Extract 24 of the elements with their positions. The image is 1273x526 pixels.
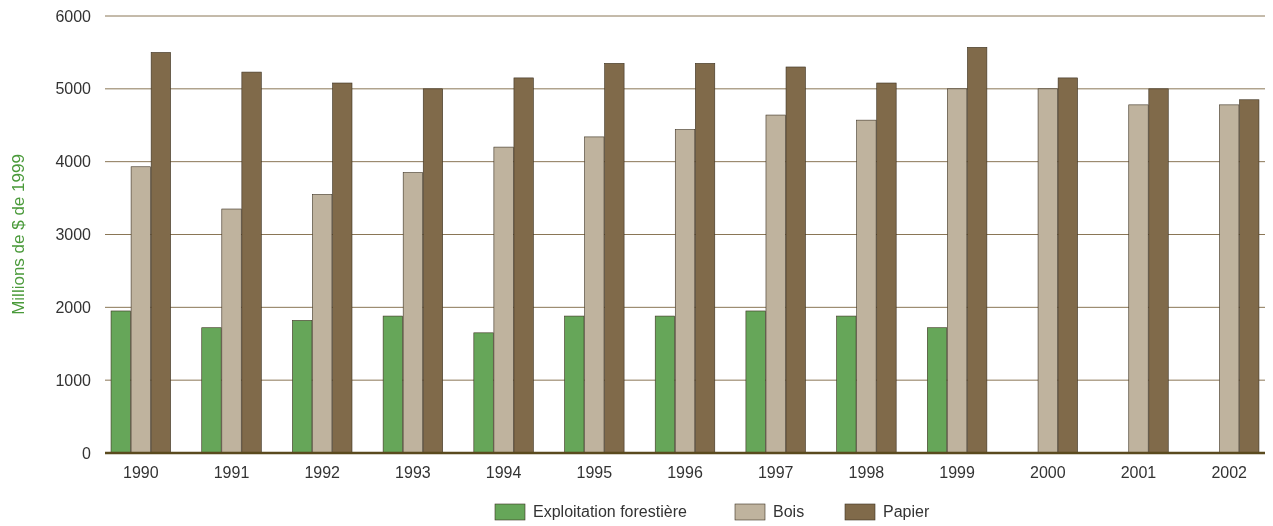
y-tick-label: 4000 <box>55 153 92 171</box>
x-tick-label: 2002 <box>1211 464 1248 481</box>
x-tick-label: 1999 <box>939 464 975 481</box>
x-tick-label: 1993 <box>395 464 431 481</box>
y-tick-label: 2000 <box>55 298 92 316</box>
x-tick-label: 1992 <box>304 464 341 481</box>
x-tick-label: 1994 <box>485 464 522 481</box>
x-tick-label: 1997 <box>757 464 794 481</box>
legend-label: Papier <box>883 503 930 520</box>
x-tick-label: 1998 <box>848 464 885 481</box>
legend-label: Bois <box>773 503 805 520</box>
y-tick-label: 1000 <box>55 371 92 389</box>
y-axis-title: Millions de $ de 1999 <box>9 154 28 315</box>
y-tick-label: 6000 <box>55 7 92 25</box>
x-tick-label: 2001 <box>1120 464 1157 481</box>
x-tick-label: 2000 <box>1029 464 1066 481</box>
x-tick-label: 1991 <box>213 464 250 481</box>
legend-label: Exploitation forestière <box>533 503 687 520</box>
x-tick-label: 1996 <box>667 464 703 481</box>
y-tick-label: 3000 <box>55 226 92 244</box>
x-tick-label: 1995 <box>576 464 613 481</box>
x-tick-label: 1990 <box>123 464 159 481</box>
y-tick-label: 0 <box>82 444 92 462</box>
y-tick-label: 5000 <box>55 80 92 98</box>
